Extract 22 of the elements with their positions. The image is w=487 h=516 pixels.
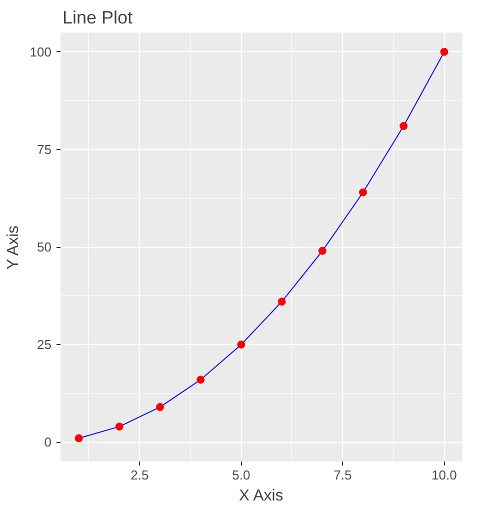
point	[74, 434, 83, 442]
y-tick-label: 100	[30, 44, 52, 60]
point	[359, 188, 368, 196]
point	[237, 340, 246, 349]
y-axis-title: Y Axis	[4, 226, 22, 270]
x-axis-title: X Axis	[238, 488, 284, 504]
y-tick-label: 0	[44, 434, 52, 450]
point	[115, 422, 124, 431]
point	[440, 48, 448, 56]
point	[156, 403, 164, 412]
point	[400, 122, 408, 130]
point	[318, 246, 326, 255]
y-tick-label: 75	[37, 142, 52, 157]
point	[278, 298, 286, 306]
x-tick-label: 10.0	[432, 468, 457, 482]
point	[196, 376, 205, 384]
x-tick-label: 7.5	[334, 468, 352, 482]
x-tick-label: 5.0	[232, 468, 250, 482]
x-tick-label: 2.5	[130, 468, 149, 482]
y-tick-label: 25	[37, 337, 52, 352]
chart-title: Line Plot	[62, 8, 133, 28]
y-tick-label: 50	[37, 240, 52, 254]
